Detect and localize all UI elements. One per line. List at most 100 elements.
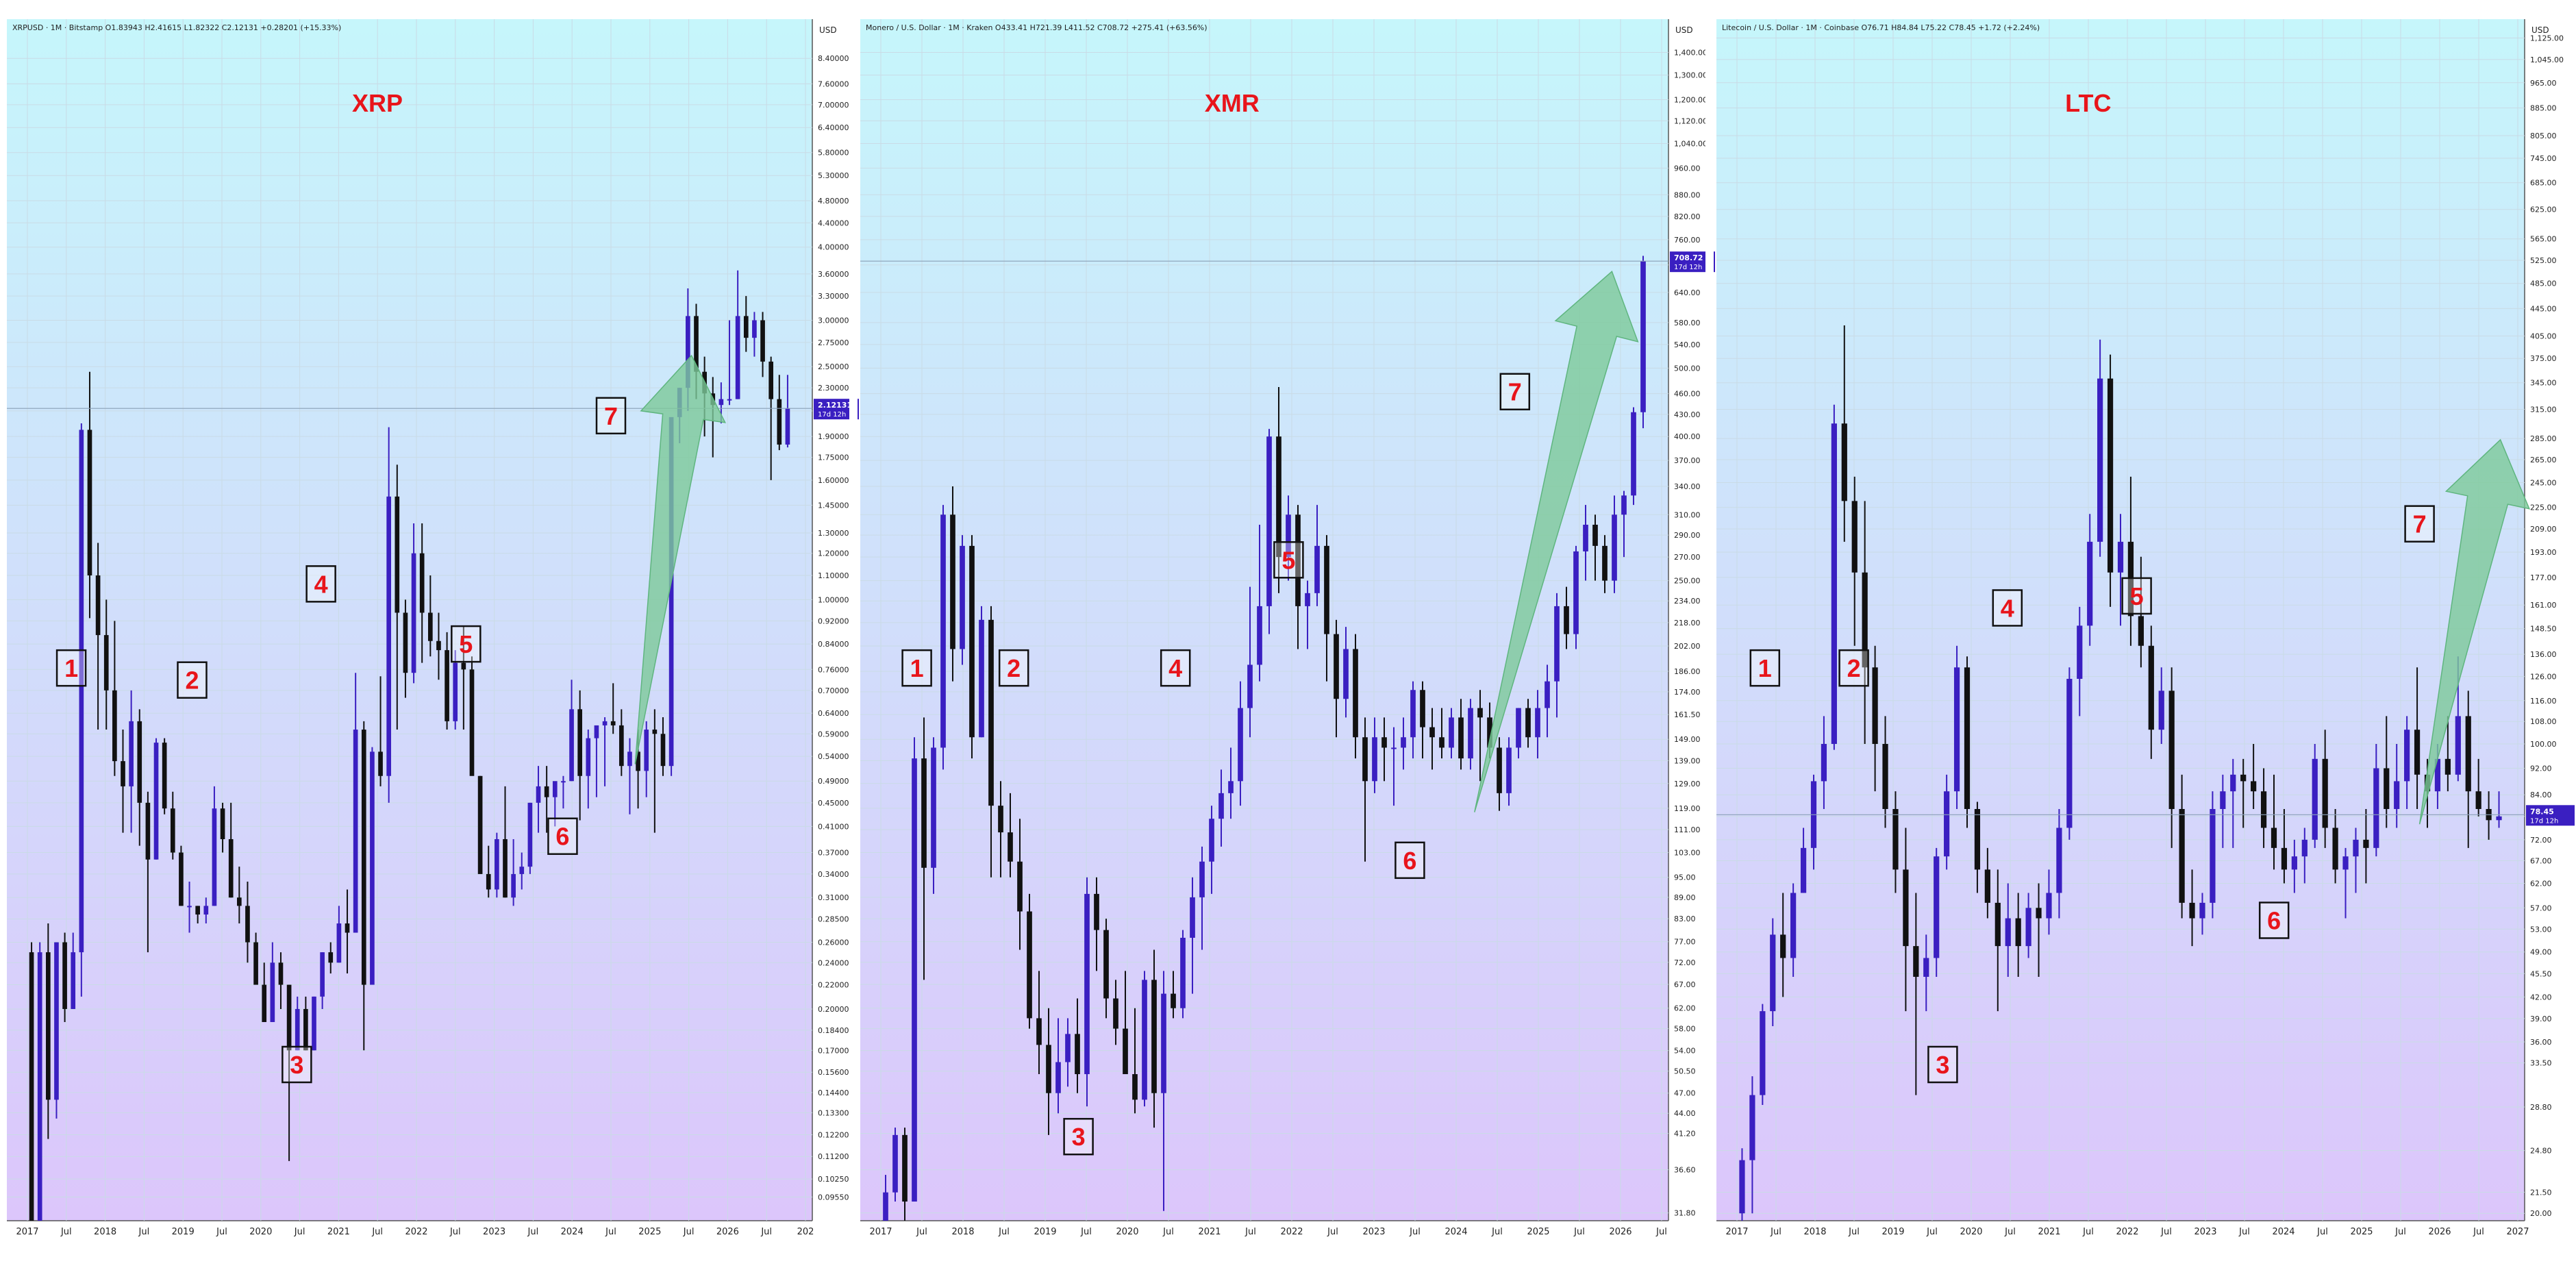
chart-panel-xmr: 31.80 36.60 41.20 44.00 47.00 50.50 54.00 58.00… (860, 19, 1716, 1241)
candle (1314, 505, 1320, 606)
candle (87, 371, 92, 619)
x-tick-label: 2027 (2506, 1227, 2529, 1237)
candle (1944, 774, 1950, 870)
candle-body (220, 808, 225, 839)
x-tick-label: Jul (2004, 1227, 2016, 1237)
candle-body (2496, 816, 2502, 821)
y-tick-label: 1,120.00 (1674, 116, 1708, 125)
candle (1800, 828, 1807, 893)
candle-body (1780, 934, 1786, 958)
panel-separator (849, 0, 858, 1281)
candle (785, 375, 790, 448)
candle (1477, 690, 1483, 782)
candle-body (1429, 727, 1435, 738)
x-tick-label: Jul (216, 1227, 227, 1237)
x-tick-label: Jul (760, 1227, 772, 1237)
candle-body (988, 619, 994, 806)
candle (2384, 716, 2390, 828)
candle (2056, 808, 2062, 919)
candle (1391, 727, 1397, 806)
wave-label-3: 3 (282, 1045, 312, 1084)
x-tick-label: 2017 (1725, 1227, 1748, 1237)
currency-label: USD (1675, 25, 1693, 35)
candle (2373, 743, 2379, 857)
y-tick-label: 375.00 (2530, 354, 2557, 363)
wave-label-6: 6 (547, 817, 578, 855)
wave-label-box (998, 649, 1029, 687)
candle (361, 721, 366, 1051)
y-tick-label: 148.50 (2530, 625, 2557, 634)
candle (931, 737, 936, 894)
candle-body (419, 553, 425, 613)
wave-label-box (901, 649, 932, 687)
y-tick-label: 0.09550 (818, 1193, 849, 1202)
candle (477, 775, 483, 874)
candle (1257, 524, 1262, 682)
time-axis-background (7, 1221, 860, 1241)
y-tick-label: 161.50 (1674, 710, 1701, 719)
candle-body (79, 430, 84, 953)
candle (1343, 627, 1349, 718)
x-tick-label: 2019 (172, 1227, 195, 1237)
candle-body (602, 721, 608, 725)
candle-body (1621, 495, 1627, 515)
candle-body (2220, 791, 2226, 809)
y-tick-label: 174.00 (1674, 688, 1701, 697)
y-tick-label: 95.00 (1674, 873, 1696, 882)
candle (1739, 1148, 1745, 1221)
candle (1381, 717, 1387, 782)
x-tick-label: Jul (138, 1227, 150, 1237)
candle (2496, 791, 2502, 828)
plot-background (7, 19, 812, 1221)
candle-body (594, 725, 599, 738)
candle (1199, 846, 1205, 950)
candle-body (1439, 737, 1445, 748)
candle (618, 709, 624, 776)
y-tick-label: 186.00 (1674, 667, 1701, 676)
candle (1410, 681, 1416, 759)
y-tick-label: 36.60 (1674, 1166, 1696, 1175)
candle (403, 599, 408, 698)
y-tick-label: 580.00 (1674, 319, 1701, 327)
candle-body (1862, 572, 1868, 668)
x-tick-label: 2021 (1198, 1227, 1221, 1237)
candle-body (87, 430, 92, 576)
candle (1923, 934, 1929, 1012)
candle-body (2271, 828, 2277, 848)
symbol-legend: Litecoin / U.S. Dollar · 1M · Coinbase O… (1722, 23, 2040, 32)
candle-body (569, 709, 574, 782)
candle-body (1286, 514, 1291, 558)
candle-body (777, 399, 782, 445)
candle-body (1770, 934, 1776, 1012)
candle-body (1017, 861, 1023, 912)
y-tick-label: 0.59000 (818, 730, 849, 738)
x-tick-label: 2018 (1803, 1227, 1826, 1237)
y-tick-label: 0.31000 (818, 893, 849, 902)
candle (1994, 869, 2001, 1012)
y-tick-label: 400.00 (1674, 432, 1701, 441)
wave-label-text: 5 (1281, 546, 1295, 574)
candle (1238, 681, 1243, 806)
candle-body (29, 952, 34, 1221)
candle (1821, 716, 1827, 809)
candle-body (2455, 716, 2461, 775)
candle (2077, 606, 2083, 717)
y-tick-label: 0.17000 (818, 1046, 849, 1055)
candle-body (1334, 634, 1339, 699)
candle-body (495, 838, 499, 890)
y-tick-label: 0.76000 (818, 665, 849, 674)
chart-title: XMR (1205, 89, 1260, 117)
candle (1123, 971, 1128, 1075)
y-tick-label: 92.00 (2530, 764, 2552, 773)
candle (303, 996, 308, 1051)
candle (735, 270, 740, 399)
y-tick-label: 310.00 (1674, 510, 1701, 519)
x-tick-label: 2022 (2116, 1227, 2138, 1237)
y-tick-label: 58.00 (1674, 1025, 1696, 1034)
wave-label-text: 1 (64, 654, 78, 682)
candle (2291, 839, 2297, 893)
candle (1583, 505, 1588, 581)
wave-label-box (1992, 589, 2023, 627)
candle (1831, 404, 1837, 750)
candle (2281, 808, 2288, 884)
